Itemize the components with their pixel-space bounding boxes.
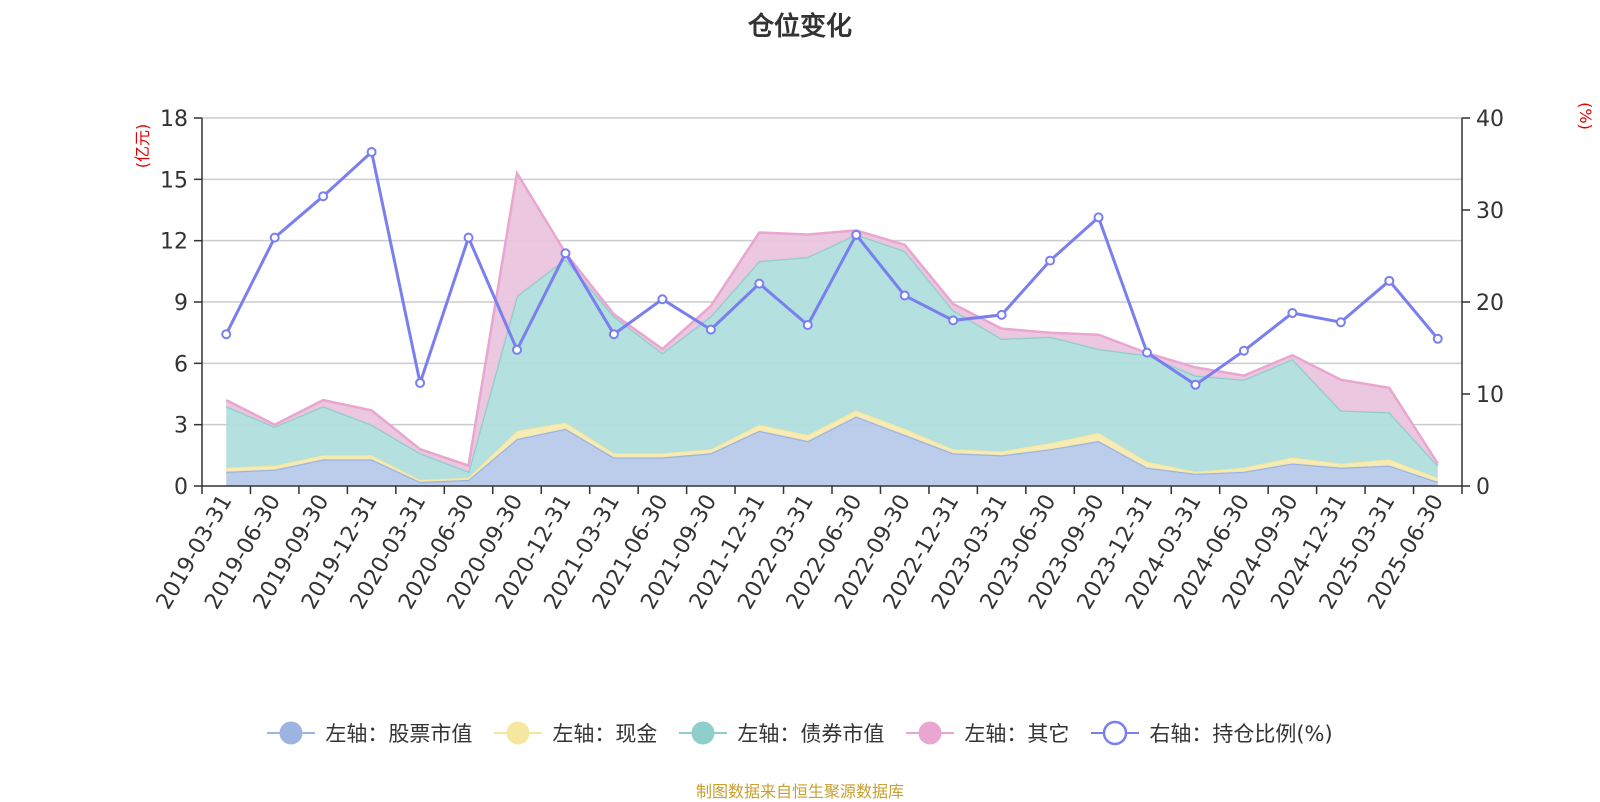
legend-item[interactable]: 左轴：现金 [494,718,657,748]
right-axis-tick-label: 10 [1476,383,1504,408]
legend-label: 左轴：股票市值 [325,722,473,746]
ratio-point [996,309,1007,320]
area-series-2 [226,234,1438,480]
left-axis-tick-label: 9 [174,291,188,316]
chart-plot: 03691215180102030402019-03-312019-06-302… [133,102,1595,614]
legend-marker-icon [906,720,955,746]
ratio-line-path [224,149,1439,389]
ratio-point [1335,317,1346,328]
legend-marker-icon [1091,720,1140,746]
ratio-point [1384,275,1395,286]
right-axis-tick-label: 30 [1476,199,1504,224]
right-axis-unit: (%) [1576,102,1595,130]
legend-marker-icon [494,720,543,746]
ratio-point [269,232,280,243]
ratio-point [366,147,377,158]
ratio-point [415,377,426,388]
left-axis-unit: (亿元) [133,124,152,169]
right-axis-tick-label: 40 [1476,107,1504,132]
area-series-0 [226,416,1438,486]
ratio-point [657,294,668,305]
ratio-point [851,229,862,240]
ratio-point [1287,308,1298,319]
chart-title: 仓位变化 [747,12,852,42]
ratio-point [1238,345,1249,356]
legend-item[interactable]: 右轴：持仓比例(%) [1091,718,1333,748]
ratio-point [1045,255,1056,266]
ratio-point [221,329,232,340]
right-axis-tick-label: 20 [1476,291,1504,316]
ratio-point [754,278,765,289]
ratio-point [463,232,474,243]
ratio-point [1142,347,1152,358]
ratio-point [705,324,716,335]
legend-item[interactable]: 左轴：股票市值 [267,718,472,748]
ratio-point [560,248,571,259]
stacked-areas [225,169,1439,486]
ratio-point [1093,212,1104,223]
ratio-point [512,344,522,355]
left-axis-tick-label: 6 [174,352,188,377]
legend-label: 左轴：其它 [964,722,1070,746]
legend-label: 左轴：债券市值 [737,722,885,746]
left-axis-tick-label: 12 [160,230,188,255]
area-edge-series-3 [225,169,1439,468]
left-axis-tick-label: 3 [174,414,188,439]
left-axis-tick-label: 18 [160,107,188,132]
ratio-point [1432,333,1443,344]
legend-item[interactable]: 左轴：其它 [906,718,1069,748]
ratio-point [1190,379,1201,390]
ratio-point [608,329,619,340]
ratio-point [802,320,813,330]
legend-label: 右轴：持仓比例(%) [1149,722,1333,746]
left-axis-tick-label: 0 [174,475,188,500]
ratio-point [899,290,910,301]
ratio-point [318,191,329,202]
source-note: 制图数据来自恒生聚源数据库 [695,782,904,801]
ratio-point [948,315,959,326]
legend: 左轴：股票市值 左轴：现金 左轴：债券市值 左轴：其它 右轴：持仓比例(%) [0,718,1600,748]
legend-label: 左轴：现金 [552,722,658,746]
legend-marker-icon [679,720,728,746]
legend-item[interactable]: 左轴：债券市值 [679,718,884,748]
legend-marker-icon [267,720,316,746]
right-axis-tick-label: 0 [1476,475,1490,500]
ratio-line [221,147,1443,390]
area-series-1 [226,410,1438,482]
area-series-3 [226,173,1438,472]
left-axis-tick-label: 15 [160,168,188,193]
